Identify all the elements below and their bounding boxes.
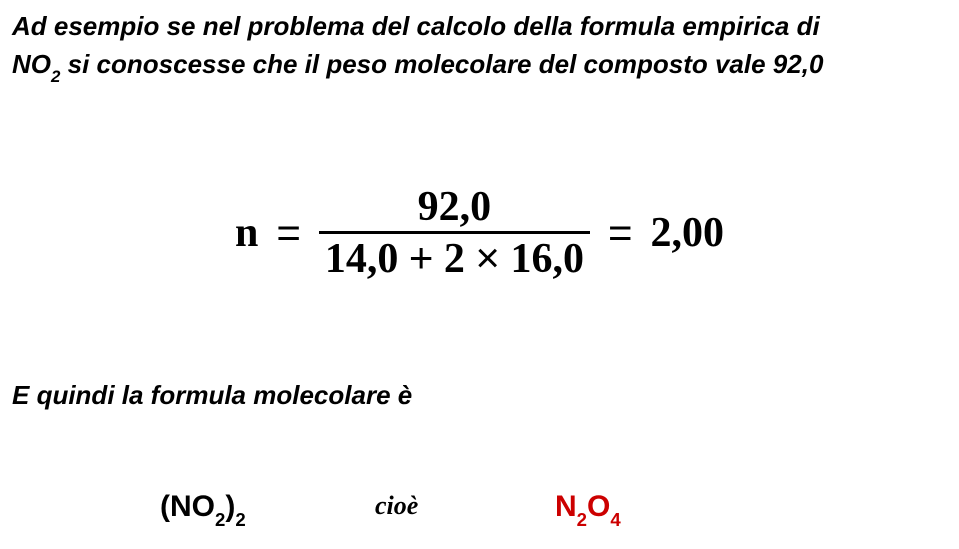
no22-a: (NO bbox=[160, 490, 215, 523]
conclusion-text: E quindi la formula molecolare è bbox=[12, 380, 412, 410]
n2o4-sub1: 2 bbox=[577, 509, 587, 530]
n2o4-b: O bbox=[587, 490, 610, 523]
formula-block: n = 92,0 14,0 + 2 × 16,0 = 2,00 bbox=[0, 185, 959, 281]
den-plus: + bbox=[409, 234, 434, 281]
no22-sub2: 2 bbox=[235, 509, 245, 530]
cioe-label: cioè bbox=[375, 491, 418, 521]
fraction: 92,0 14,0 + 2 × 16,0 bbox=[319, 185, 590, 281]
formula-lhs: n bbox=[235, 209, 258, 257]
intro-text-2: si conoscesse che il peso molecolare del… bbox=[60, 49, 823, 79]
intro-line-2: NO2 si conoscesse che il peso molecolare… bbox=[0, 46, 959, 86]
formula-inline: n = 92,0 14,0 + 2 × 16,0 = 2,00 bbox=[235, 185, 724, 281]
equals-2: = bbox=[608, 209, 633, 257]
molecular-formula: N2O4 bbox=[555, 490, 621, 528]
intro-line-1: Ad esempio se nel problema del calcolo d… bbox=[0, 8, 959, 44]
denominator: 14,0 + 2 × 16,0 bbox=[319, 231, 590, 281]
den-c: 16,0 bbox=[510, 236, 584, 282]
n2o4-sub2: 4 bbox=[610, 509, 620, 530]
no2-subscript: 2 bbox=[51, 67, 60, 86]
conclusion-line: E quindi la formula molecolare è bbox=[12, 380, 412, 411]
formula-rhs: 2,00 bbox=[650, 209, 724, 257]
den-times: × bbox=[475, 234, 500, 281]
den-a: 14,0 bbox=[325, 236, 399, 282]
den-b: 2 bbox=[444, 236, 465, 282]
slide: Ad esempio se nel problema del calcolo d… bbox=[0, 0, 959, 549]
n2o4-a: N bbox=[555, 490, 577, 523]
equals-1: = bbox=[276, 209, 301, 257]
intro-text-1: Ad esempio se nel problema del calcolo d… bbox=[12, 11, 820, 41]
no22-b: ) bbox=[225, 490, 235, 523]
no22-sub1: 2 bbox=[215, 509, 225, 530]
no2-base: NO bbox=[12, 49, 51, 79]
empirical-times-n: (NO2)2 bbox=[160, 490, 246, 528]
numerator: 92,0 bbox=[319, 185, 590, 231]
